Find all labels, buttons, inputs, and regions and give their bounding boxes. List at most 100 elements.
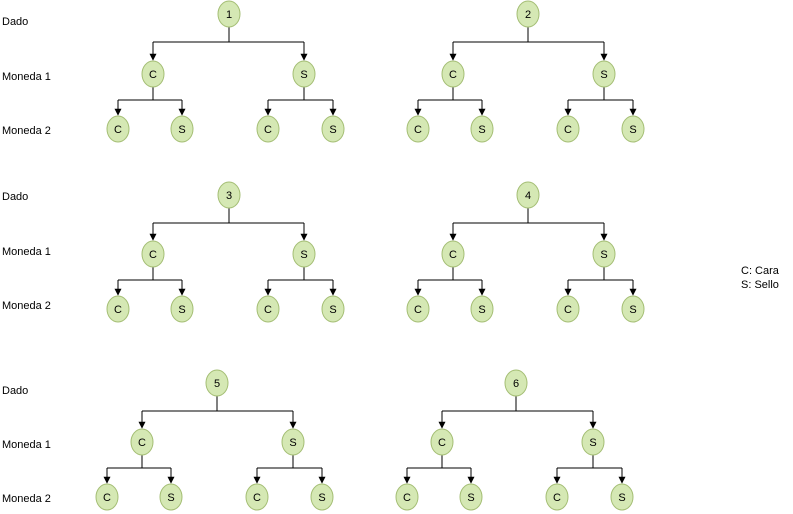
tree-die-4: 4 C S C S C S: [406, 181, 645, 323]
coin1-node: S: [592, 240, 616, 268]
coin1-node-label: S: [300, 69, 307, 81]
coin2-node: S: [321, 295, 345, 323]
coin2-node-label: S: [629, 124, 636, 136]
die-node-5-shape: [205, 369, 229, 397]
row-label-die: Dado: [2, 191, 28, 203]
coin2-node: C: [256, 295, 280, 323]
die-node-4-label: 4: [525, 190, 531, 202]
row-label-coin1: Moneda 1: [2, 439, 51, 451]
coin2-node: C: [106, 295, 130, 323]
coin2-node-label: C: [114, 304, 122, 316]
coin1-node-shape: [581, 428, 605, 456]
coin2-node-shape: [621, 115, 645, 143]
coin2-node-shape: [395, 483, 419, 511]
tree-die-1: 1 C S C S C S: [106, 0, 345, 143]
coin2-node-shape: [556, 295, 580, 323]
tree-connector: [118, 87, 182, 101]
coin1-node-label: C: [449, 249, 457, 261]
coin1-node: S: [281, 428, 305, 456]
coin2-node-shape: [545, 483, 569, 511]
coin2-node-shape: [406, 115, 430, 143]
tree-connector: [418, 267, 482, 281]
coin2-node-label: S: [329, 124, 336, 136]
coin2-node-label: C: [414, 124, 422, 136]
coin2-node-label: C: [403, 492, 411, 504]
coin1-node-label: S: [600, 249, 607, 261]
tree-connector: [418, 87, 482, 101]
coin2-node: C: [256, 115, 280, 143]
coin2-node-label: C: [414, 304, 422, 316]
coin1-node-shape: [292, 60, 316, 88]
tree-connector: [453, 208, 604, 224]
tree-connector: [568, 87, 633, 101]
coin1-node-label: S: [300, 249, 307, 261]
coin2-node-shape: [470, 115, 494, 143]
tree-connector: [118, 267, 182, 281]
coin2-node: C: [106, 115, 130, 143]
coin1-node-label: S: [600, 69, 607, 81]
coin1-node-label: C: [138, 437, 146, 449]
coin2-node: S: [621, 115, 645, 143]
die-node-6-shape: [504, 369, 528, 397]
die-node-1-label: 1: [226, 9, 232, 21]
die-node-3: 3: [217, 181, 241, 209]
tree-connector: [257, 455, 322, 469]
coin2-node: C: [406, 295, 430, 323]
coin2-node-label: C: [264, 304, 272, 316]
coin2-node-label: C: [564, 124, 572, 136]
tree-connector: [153, 208, 304, 224]
tree-connector: [442, 396, 593, 412]
tree-connector: [268, 267, 333, 281]
coin1-node: C: [430, 428, 454, 456]
coin2-node: S: [310, 483, 334, 511]
coin2-node-label: S: [178, 124, 185, 136]
coin1-node: S: [592, 60, 616, 88]
coin2-node-shape: [556, 115, 580, 143]
coin2-node-label: C: [103, 492, 111, 504]
coin2-node-shape: [170, 115, 194, 143]
coin1-node: C: [441, 60, 465, 88]
coin2-node: C: [406, 115, 430, 143]
die-node-1-shape: [217, 0, 241, 28]
row-label-die: Dado: [2, 385, 28, 397]
legend-item-cara: C: Cara: [741, 265, 779, 277]
tree-die-6: 6 C S C S C S: [395, 369, 634, 511]
coin1-node: C: [441, 240, 465, 268]
coin2-node-label: C: [553, 492, 561, 504]
coin2-node-shape: [321, 295, 345, 323]
coin1-node-shape: [281, 428, 305, 456]
coin1-node-shape: [430, 428, 454, 456]
coin1-node-shape: [441, 240, 465, 268]
die-node-3-shape: [217, 181, 241, 209]
die-node-1: 1: [217, 0, 241, 28]
coin1-node-shape: [141, 240, 165, 268]
coin1-node-label: C: [149, 69, 157, 81]
coin2-node-shape: [310, 483, 334, 511]
coin1-node-label: C: [149, 249, 157, 261]
coin2-node: S: [159, 483, 183, 511]
coin2-node: S: [610, 483, 634, 511]
coin1-node-label: S: [589, 437, 596, 449]
legend-item-sello: S: Sello: [741, 279, 779, 291]
coin2-node-label: C: [264, 124, 272, 136]
tree-die-3: 3 C S C S C S: [106, 181, 345, 323]
coin2-node-label: S: [467, 492, 474, 504]
coin1-node: S: [292, 60, 316, 88]
coin2-node: C: [245, 483, 269, 511]
die-node-5-label: 5: [214, 378, 220, 390]
coin2-node: S: [459, 483, 483, 511]
coin2-node: C: [95, 483, 119, 511]
coin1-node-label: S: [289, 437, 296, 449]
coin2-node-shape: [470, 295, 494, 323]
die-node-2-label: 2: [525, 9, 531, 21]
coin2-node-shape: [406, 295, 430, 323]
coin2-node-label: C: [114, 124, 122, 136]
tree-die-5: 5 C S C S C S: [95, 369, 334, 511]
coin2-node: S: [621, 295, 645, 323]
coin2-node-label: S: [478, 124, 485, 136]
coin1-node-label: C: [449, 69, 457, 81]
coin1-node-label: C: [438, 437, 446, 449]
coin2-node-label: C: [253, 492, 261, 504]
tree-connector: [268, 87, 333, 101]
